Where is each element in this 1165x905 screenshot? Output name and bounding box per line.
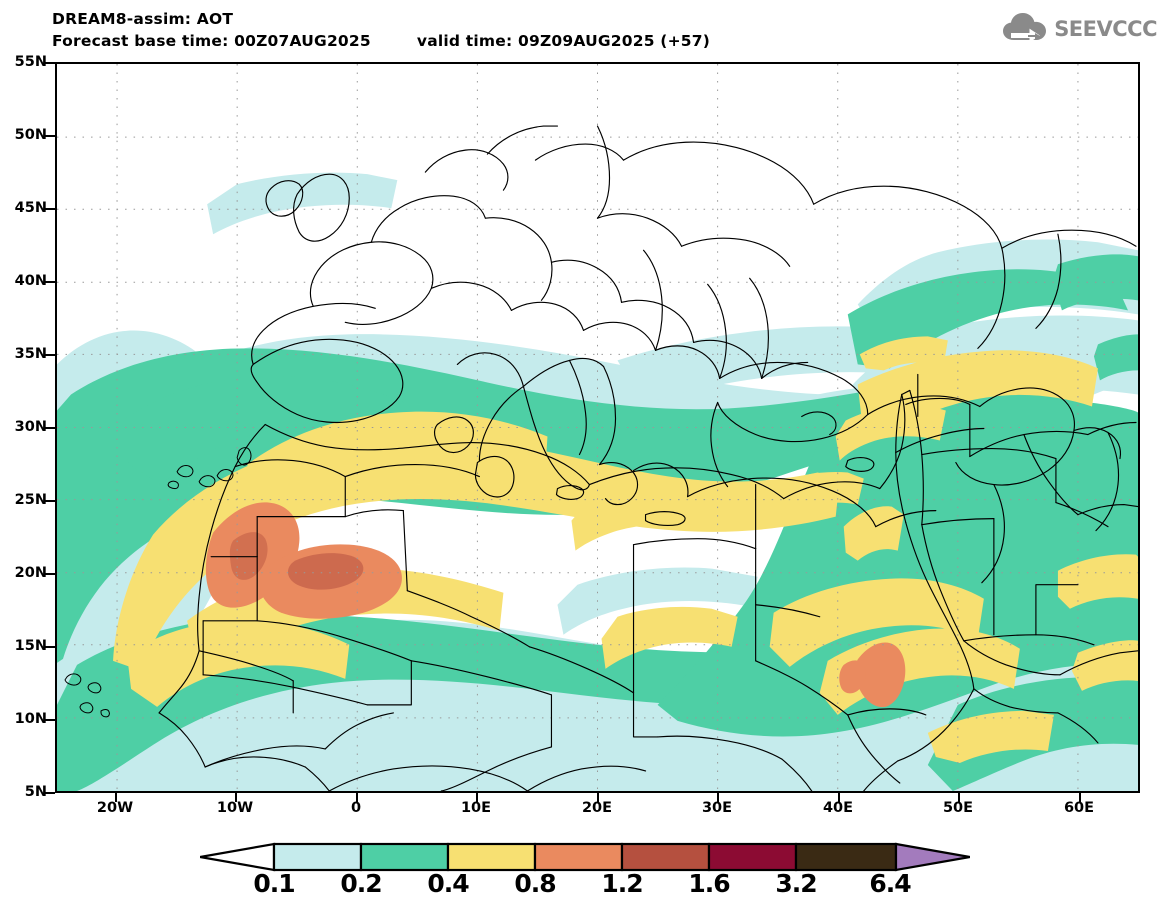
- valid-time-label: valid time:: [416, 32, 513, 50]
- colorbar-labels: 0.1 0.2 0.4 0.8 1.2 1.6 3.2 6.4: [200, 869, 970, 901]
- ytick: [45, 719, 55, 721]
- y-axis-label: 10N: [14, 711, 47, 727]
- ytick: [45, 208, 55, 210]
- map-gridlines: [57, 64, 1138, 791]
- aot-map-plot[interactable]: [55, 62, 1140, 793]
- seevccc-logo[interactable]: SEEVCCC: [1002, 12, 1157, 46]
- base-time-label: Forecast base time:: [52, 32, 229, 50]
- colorbar-segments: [200, 842, 970, 872]
- y-axis-label: 5N: [24, 784, 47, 800]
- xtick: [717, 793, 719, 802]
- logo-text: SEEVCCC: [1054, 17, 1157, 41]
- y-axis-label: 40N: [14, 273, 47, 289]
- y-axis-label: 20N: [14, 565, 47, 581]
- y-axis-label: 25N: [14, 492, 47, 508]
- valid-time-value: 09Z09AUG2025 (+57): [517, 32, 711, 50]
- ytick: [45, 792, 55, 794]
- colorbar-tick: 0.4: [427, 869, 469, 898]
- x-axis-label: 50E: [942, 800, 974, 816]
- colorbar-tick: 3.2: [775, 869, 817, 898]
- ytick: [45, 354, 55, 356]
- x-axis-label: 20E: [581, 800, 613, 816]
- colorbar-tick: 0.1: [253, 869, 295, 898]
- y-axis-label: 50N: [14, 127, 47, 143]
- ytick: [45, 62, 55, 64]
- colorbar-tick: 1.6: [688, 869, 730, 898]
- colorbar-tick: 6.4: [869, 869, 911, 898]
- y-axis-label: 35N: [14, 346, 47, 362]
- forecast-time-line: Forecast base time: 00Z07AUG2025 valid ti…: [52, 32, 710, 50]
- y-axis-label: 55N: [14, 54, 47, 70]
- xtick: [1079, 793, 1081, 802]
- y-axis-label: 30N: [14, 419, 47, 435]
- ytick: [45, 135, 55, 137]
- aot-map-canvas: [57, 64, 1138, 791]
- colorbar-tick: 0.2: [340, 869, 382, 898]
- ytick: [45, 646, 55, 648]
- xtick: [838, 793, 840, 802]
- xtick: [597, 793, 599, 802]
- page-title: DREAM8-assim: AOT: [52, 10, 234, 28]
- xtick: [235, 793, 237, 802]
- y-axis-label: 15N: [14, 638, 47, 654]
- ytick: [45, 500, 55, 502]
- x-axis-label: 40E: [822, 800, 854, 816]
- xtick: [958, 793, 960, 802]
- map-coastlines-borders: [64, 125, 1138, 791]
- colorbar-tick: 0.8: [514, 869, 556, 898]
- ytick: [45, 573, 55, 575]
- x-axis-label: 10W: [216, 800, 254, 816]
- base-time-value: 00Z07AUG2025: [234, 32, 371, 50]
- x-axis-label: 0: [350, 800, 362, 816]
- y-axis-label: 45N: [14, 200, 47, 216]
- colorbar-tick: 1.2: [601, 869, 643, 898]
- xtick: [115, 793, 117, 802]
- xtick: [356, 793, 358, 802]
- aot-colorbar[interactable]: [200, 841, 970, 873]
- xtick: [476, 793, 478, 802]
- x-axis-label: 30E: [701, 800, 733, 816]
- ytick: [45, 427, 55, 429]
- aot-contour-fill-layer: [57, 172, 1138, 791]
- cloud-arrow-icon: [1003, 13, 1047, 43]
- x-axis-label: 60E: [1063, 800, 1095, 816]
- ytick: [45, 281, 55, 283]
- x-axis-label: 20W: [96, 800, 134, 816]
- x-axis-label: 10E: [460, 800, 492, 816]
